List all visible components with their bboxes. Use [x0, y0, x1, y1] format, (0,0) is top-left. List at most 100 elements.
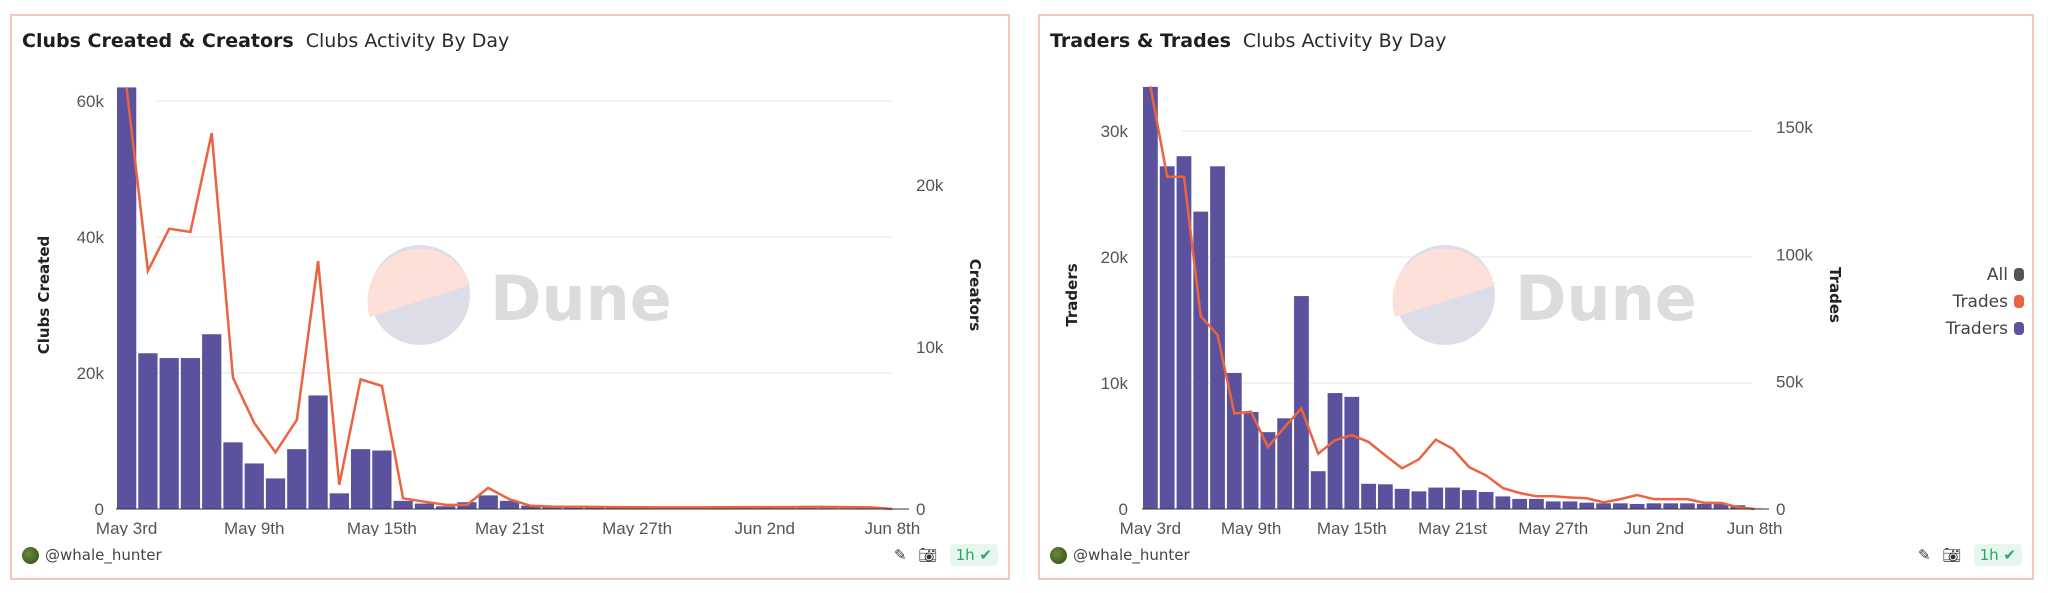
- bar: [542, 507, 562, 509]
- legend-item-trades[interactable]: Trades: [1946, 288, 2024, 315]
- bar: [1277, 418, 1293, 509]
- bar: [1327, 393, 1343, 509]
- bar: [1663, 503, 1679, 509]
- dune-logo-icon: [367, 248, 470, 317]
- bar: [1713, 503, 1729, 509]
- bar: [499, 500, 520, 509]
- bar: [1579, 502, 1595, 509]
- chart-panel-traders-trades: Traders & Trades Clubs Activity By Day 0 1…: [1038, 14, 2034, 580]
- y-left-tick-label: 0: [95, 500, 104, 519]
- panel-title: Clubs Created & Creators Clubs Activity B…: [22, 30, 509, 52]
- chart-title: Traders & Trades: [1050, 30, 1231, 52]
- bar: [117, 87, 137, 510]
- bar: [1361, 483, 1376, 509]
- author-link[interactable]: @whale_hunter: [22, 546, 162, 564]
- bar: [521, 505, 541, 509]
- bar: [1428, 487, 1444, 509]
- author-name: @whale_hunter: [45, 546, 162, 564]
- y-left-tick-label: 60k: [77, 92, 105, 111]
- bar: [1596, 503, 1611, 509]
- bar: [393, 500, 413, 509]
- bar: [1394, 488, 1410, 509]
- bar: [1176, 156, 1192, 509]
- y-left-axis-title: Traders: [1063, 263, 1081, 326]
- x-tick-label: May 9th: [1221, 519, 1281, 536]
- y-right-tick-label: 20k: [916, 176, 944, 195]
- y-right-tick-label: 0: [916, 500, 925, 519]
- bar: [1377, 484, 1393, 509]
- bar: [223, 442, 243, 509]
- dune-logo-icon: [1392, 248, 1495, 317]
- bar: [1260, 432, 1276, 509]
- dune-watermark: Dune: [1515, 262, 1697, 335]
- bar: [1478, 491, 1494, 509]
- camera-icon[interactable]: 📷︎: [918, 546, 938, 564]
- camera-icon[interactable]: 📷︎: [1942, 546, 1962, 564]
- y-right-tick-label: 150k: [1776, 118, 1813, 137]
- bar: [1445, 487, 1460, 509]
- y-left-tick-label: 10k: [1101, 374, 1129, 393]
- legend-swatch: [2014, 322, 2024, 335]
- x-tick-label: May 27th: [1518, 519, 1588, 536]
- bar: [138, 353, 158, 509]
- bar: [180, 358, 201, 509]
- legend-label: Traders: [1945, 318, 2008, 339]
- y-left-tick-label: 20k: [1101, 248, 1129, 267]
- bar: [1680, 503, 1695, 509]
- bar: [1646, 503, 1662, 509]
- bar: [1612, 503, 1628, 509]
- x-tick-label: May 27th: [602, 519, 672, 536]
- bar: [202, 334, 222, 509]
- panel-footer: @whale_hunter ✎ 📷︎ 1h ✔: [22, 544, 998, 568]
- y-left-tick-label: 30k: [1101, 122, 1129, 141]
- bar: [1159, 166, 1175, 509]
- chart-subtitle: Clubs Activity By Day: [305, 30, 510, 52]
- refresh-badge[interactable]: 1h ✔: [949, 544, 998, 566]
- bar: [584, 507, 605, 509]
- bar: [1143, 86, 1158, 510]
- x-tick-label: May 15th: [347, 519, 417, 536]
- y-left-tick-label: 40k: [77, 228, 105, 247]
- legend-label: All: [1986, 264, 2008, 285]
- bar: [1545, 501, 1561, 509]
- bar: [478, 495, 498, 509]
- author-link[interactable]: @whale_hunter: [1050, 546, 1190, 564]
- legend-swatch: [2014, 295, 2024, 308]
- y-left-tick-label: 20k: [77, 364, 105, 383]
- x-tick-label: May 21st: [475, 519, 544, 536]
- x-tick-label: Jun 8th: [1727, 519, 1783, 536]
- x-tick-label: Jun 2nd: [734, 519, 795, 536]
- x-tick-label: May 15th: [1317, 519, 1387, 536]
- check-circle-icon: ✔: [979, 546, 992, 564]
- bar: [1529, 498, 1544, 509]
- bar: [1226, 372, 1242, 509]
- y-right-axis-title: Trades: [1826, 267, 1844, 323]
- x-tick-label: May 9th: [224, 519, 284, 536]
- y-left-tick-label: 0: [1119, 500, 1128, 519]
- edit-icon[interactable]: ✎: [893, 546, 907, 564]
- legend-label: Trades: [1952, 291, 2008, 312]
- author-name: @whale_hunter: [1073, 546, 1190, 564]
- legend-swatch: [2014, 268, 2024, 281]
- legend-item-all[interactable]: All: [1946, 261, 2024, 288]
- y-right-tick-label: 50k: [1776, 373, 1804, 392]
- panel-footer: @whale_hunter ✎ 📷︎ 1h ✔: [1050, 544, 2022, 568]
- x-tick-label: May 21st: [1418, 519, 1487, 536]
- avatar-icon: [1050, 546, 1067, 564]
- avatar-icon: [22, 546, 39, 564]
- panel-title: Traders & Trades Clubs Activity By Day: [1050, 30, 1446, 52]
- x-tick-label: Jun 2nd: [1624, 519, 1685, 536]
- edit-icon[interactable]: ✎: [1917, 546, 1931, 564]
- bar: [436, 506, 456, 509]
- bar: [372, 450, 392, 509]
- bar: [1411, 491, 1427, 509]
- bar: [265, 478, 286, 509]
- bar: [1495, 496, 1511, 509]
- refresh-badge[interactable]: 1h ✔: [1973, 544, 2022, 566]
- bar: [414, 503, 435, 509]
- bar: [350, 449, 371, 509]
- bar: [1243, 411, 1259, 509]
- legend-item-traders[interactable]: Traders: [1946, 315, 2024, 342]
- bar: [1461, 490, 1477, 509]
- bar: [1696, 503, 1712, 509]
